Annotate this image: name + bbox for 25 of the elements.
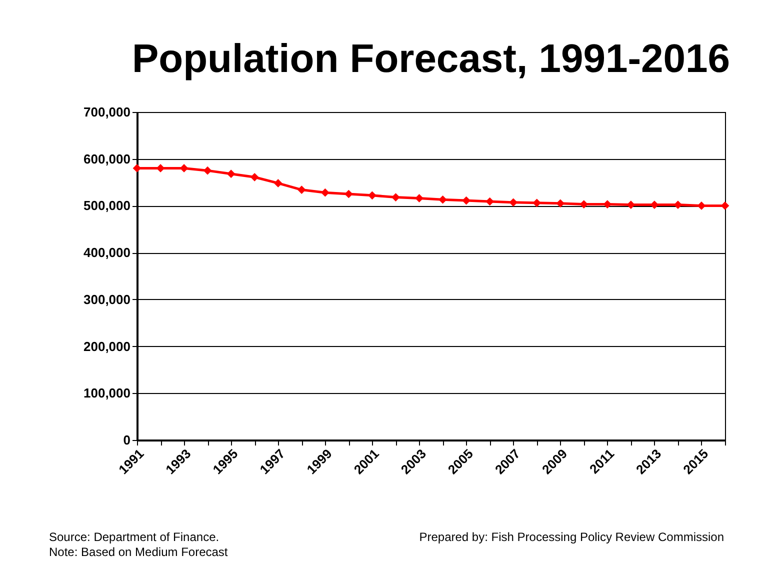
point	[250, 172, 259, 182]
y-tick-label: 100,000	[84, 386, 130, 401]
point	[203, 166, 212, 175]
y-tick-label: 600,000	[84, 151, 130, 166]
y-tick-label: 300,000	[84, 292, 130, 307]
point	[486, 197, 494, 206]
y-tick-label: 500,000	[84, 198, 130, 214]
point	[438, 195, 447, 204]
y-tick-label: 700,000	[84, 104, 130, 120]
point	[297, 186, 306, 194]
point	[462, 196, 470, 205]
point	[274, 179, 282, 188]
chart-title: Population Forecast, 1991-2016	[132, 37, 730, 81]
point	[556, 199, 565, 208]
y-tick-label: 200,000	[84, 338, 130, 354]
text: Prepared by: Fish Processing Policy Review Commission	[419, 530, 724, 544]
point	[392, 193, 400, 202]
y-tick-label: 0	[123, 432, 130, 448]
point	[226, 170, 236, 178]
point	[368, 191, 376, 200]
source-note: Source: Department of Finance.	[49, 530, 220, 544]
point	[320, 188, 330, 197]
y-tick-label: 400,000	[84, 245, 130, 260]
point	[415, 194, 424, 202]
text: Note: Based on Medium Forecast	[49, 545, 228, 559]
